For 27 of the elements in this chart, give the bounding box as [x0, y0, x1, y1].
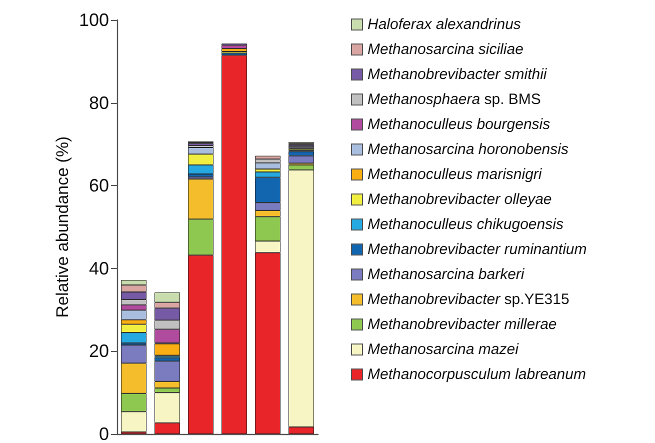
legend-label: Methanocorpusculum labreanum: [368, 366, 586, 383]
y-tick-label: 0: [98, 424, 109, 443]
bar: [222, 48, 247, 52]
bar: [255, 156, 280, 160]
legend-label: Methanosarcina siciliae: [368, 41, 524, 58]
y-tick-label: 60: [88, 176, 109, 196]
legend-label: Methanosarcina horonobensis: [368, 141, 569, 158]
y-tick-label: 40: [88, 258, 109, 278]
y-tick-label: 100: [78, 10, 109, 30]
legend-label: Methanoculleus bourgensis: [368, 116, 551, 133]
y-axis-title: Relative abundance (%): [53, 136, 72, 318]
legend-label: Methanobrevibacter smithii: [368, 66, 548, 83]
legend-label: Haloferax alexandrinus: [368, 16, 522, 33]
legend-label: Methanobrevibacter olleyae: [368, 191, 552, 208]
legend-label: Methanosphaera sp. BMS: [368, 91, 541, 108]
y-tick-label: 80: [88, 92, 109, 113]
legend-label: Methanobrevibacter millerae: [368, 316, 557, 333]
bar: [255, 162, 280, 170]
legend-label: Methanosarcina barkeri: [368, 266, 525, 283]
legend-label: Methanobrevibacter ruminantium: [368, 241, 587, 258]
bar: [222, 55, 247, 434]
y-tick-label: 20: [88, 341, 109, 362]
bar: [222, 45, 247, 49]
legend-label: Methanobrevibacter sp.YE315: [368, 291, 570, 308]
legend-label: Methanoculleus chikugoensis: [368, 216, 564, 233]
legend-label: Methanoculleus marisnigri: [368, 166, 542, 183]
legend-label: Methanosarcina mazei: [368, 341, 520, 358]
